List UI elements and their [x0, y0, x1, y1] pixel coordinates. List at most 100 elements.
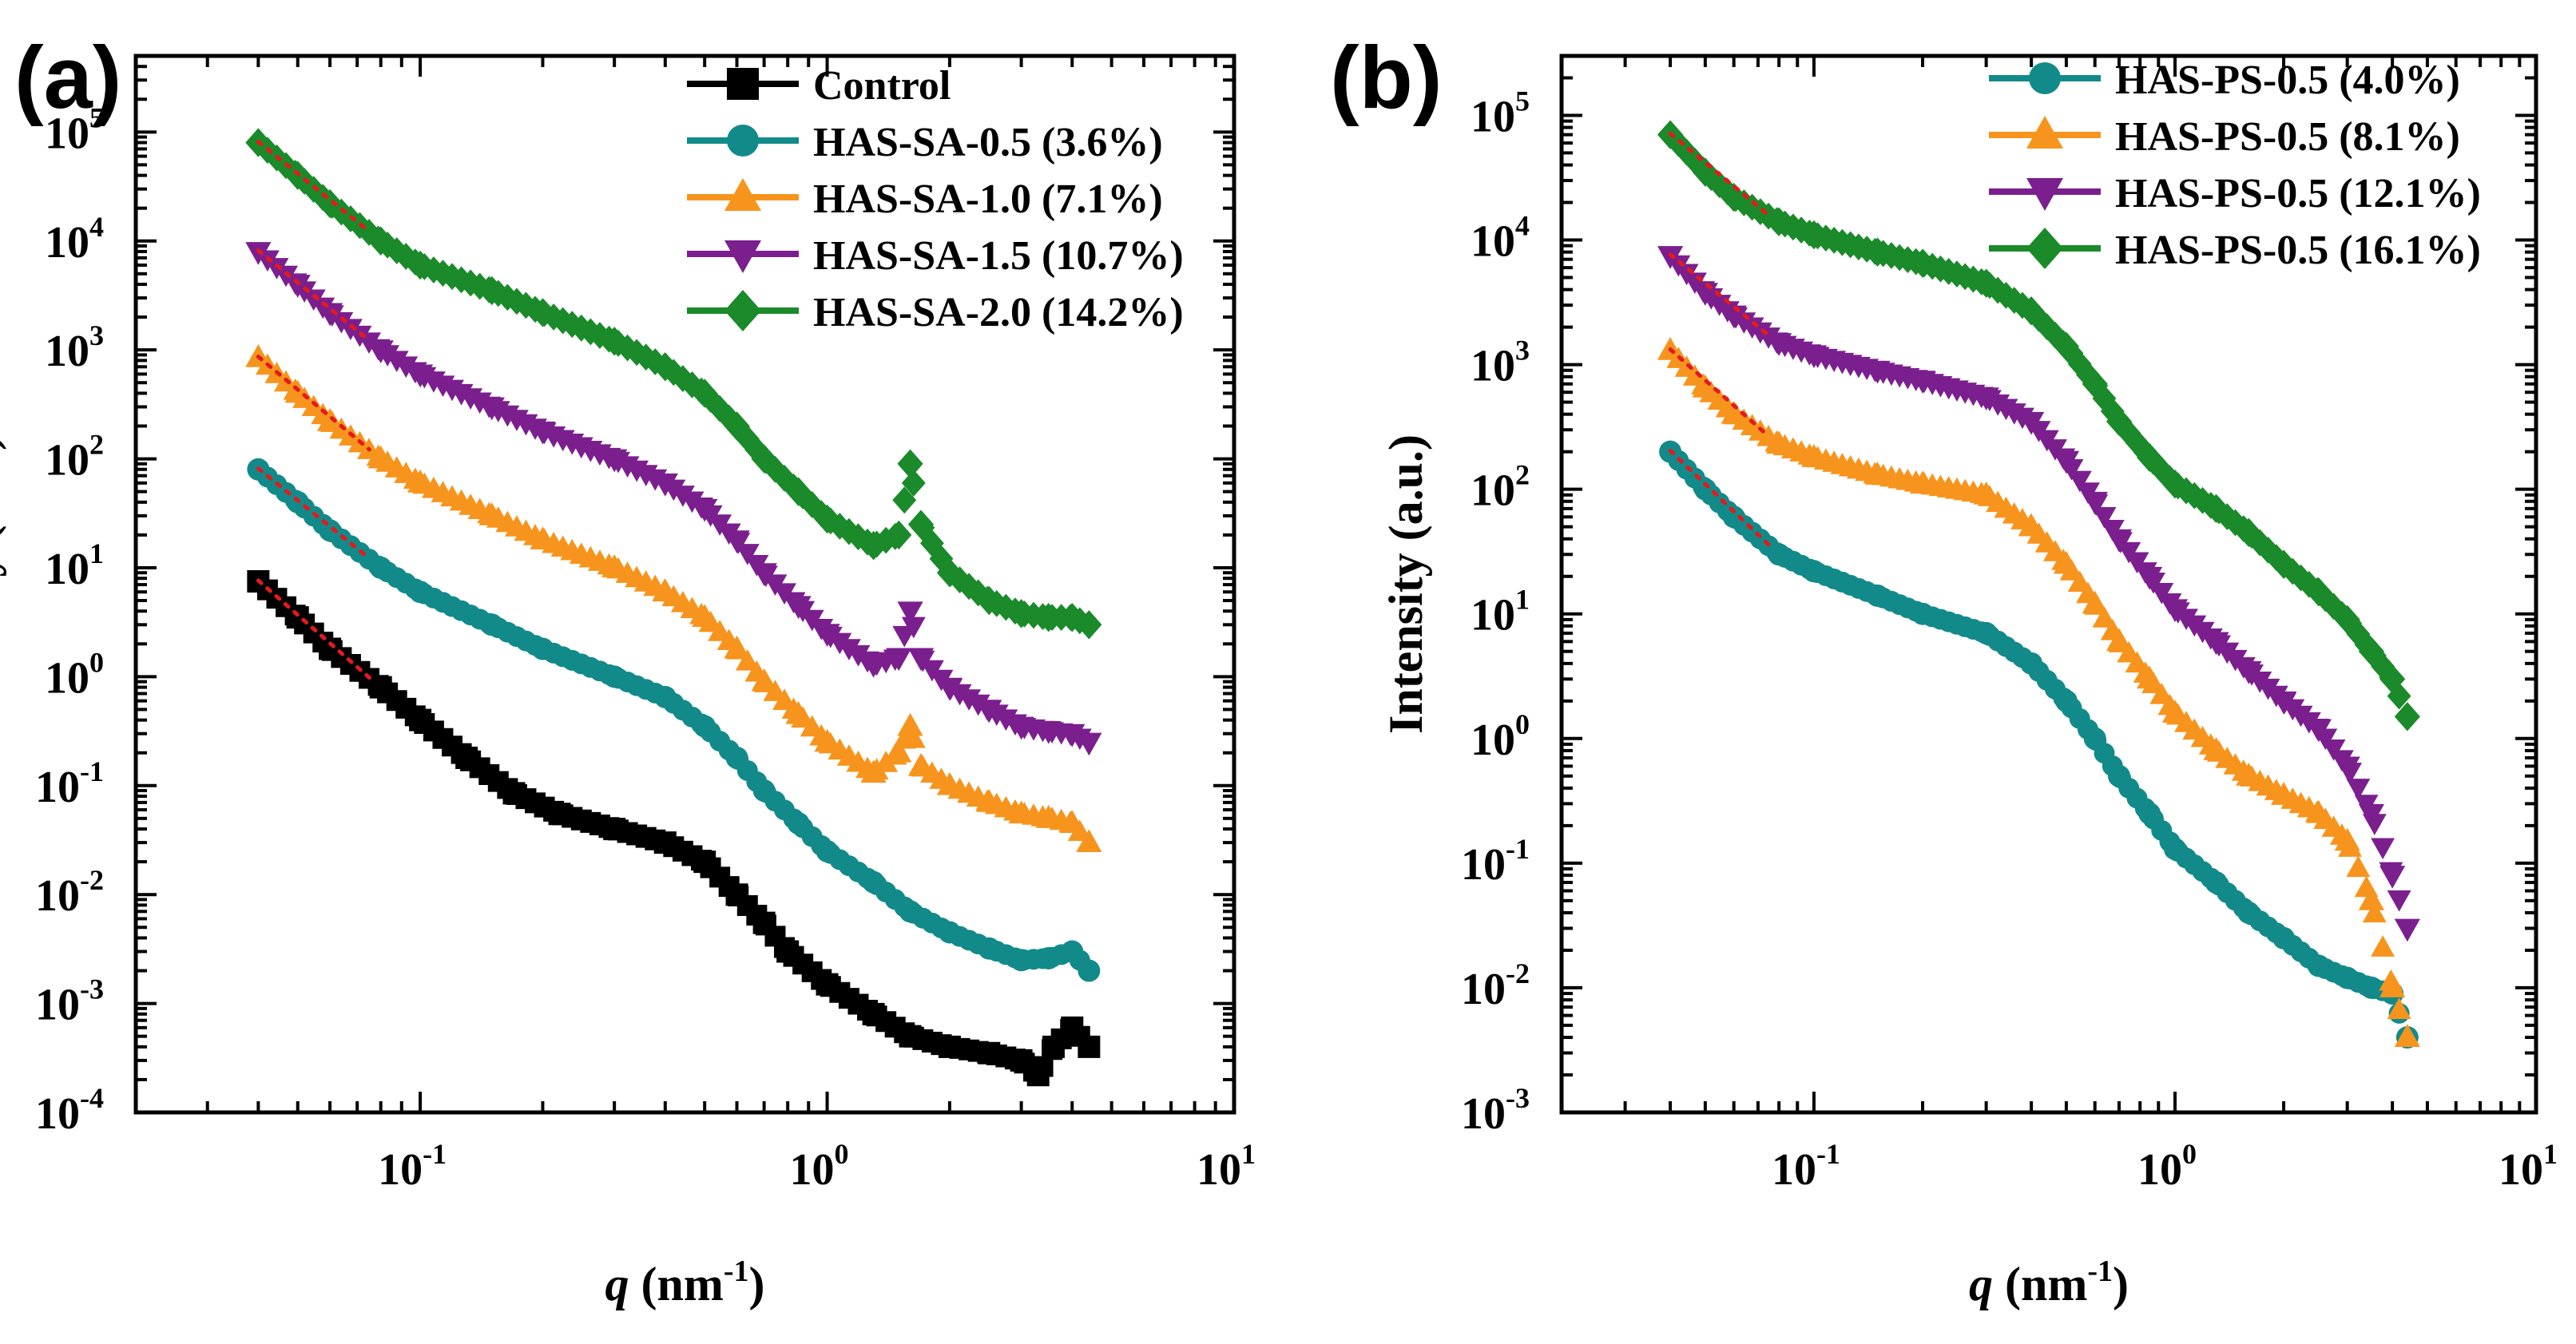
- data-point: [2107, 764, 2130, 787]
- y-tick-exponent: 1: [1515, 584, 1530, 616]
- data-point: [976, 789, 1002, 812]
- data-point: [1078, 959, 1101, 982]
- legend-marker: [2026, 116, 2063, 149]
- data-point: [1986, 276, 2010, 304]
- data-point: [2106, 406, 2133, 436]
- y-tick-exponent: 2: [89, 429, 104, 461]
- data-point: [1866, 584, 1889, 607]
- data-point: [899, 1025, 922, 1048]
- data-point: [2092, 606, 2117, 628]
- data-point: [394, 243, 419, 270]
- data-point: [816, 839, 839, 862]
- data-point: [1692, 157, 1718, 187]
- data-point: [2380, 974, 2406, 997]
- legend-item: Control: [687, 63, 951, 109]
- data-point: [1994, 281, 2018, 309]
- legend-item: HAS-PS-0.5 (12.1%): [1989, 171, 2481, 216]
- data-point: [1975, 621, 1998, 644]
- y-tick-exponent: -1: [1506, 833, 1530, 865]
- data-point: [2106, 529, 2133, 553]
- data-point: [1721, 305, 1747, 329]
- data-point: [478, 502, 505, 525]
- data-point: [653, 685, 677, 708]
- data-point: [2270, 691, 2297, 715]
- data-point: [601, 554, 628, 577]
- data-point: [2076, 361, 2100, 389]
- data-point: [2394, 702, 2420, 731]
- data-point: [652, 578, 678, 602]
- y-tick-exponent: -1: [80, 755, 104, 787]
- legend-label: Control: [813, 63, 951, 109]
- data-point: [862, 1002, 885, 1025]
- data-point: [643, 348, 668, 375]
- y-tick-label: 10-3: [1461, 1082, 1530, 1139]
- series-circle: [247, 458, 1101, 982]
- data-point: [860, 654, 887, 678]
- data-point: [2054, 689, 2078, 712]
- data-point: [1035, 720, 1062, 744]
- data-point: [1721, 182, 1747, 212]
- data-point: [978, 1041, 1001, 1064]
- legend-marker: [724, 290, 761, 331]
- data-point: [1864, 237, 1891, 267]
- data-point: [2387, 997, 2411, 1020]
- y-tick-exponent: -2: [80, 864, 104, 896]
- x-tick-label: 100: [2137, 1138, 2197, 1195]
- x-tick-exponent: -1: [1816, 1138, 1840, 1170]
- data-point: [2270, 782, 2297, 805]
- y-tick-label: 104: [1471, 210, 1530, 267]
- legend-label: HAS-PS-0.5 (16.1%): [2115, 228, 2481, 273]
- fit-line: [256, 355, 371, 452]
- legend-marker: [2029, 62, 2061, 94]
- data-point: [814, 624, 840, 647]
- data-point: [800, 491, 824, 518]
- data-point: [862, 870, 885, 894]
- data-point: [2161, 599, 2189, 623]
- x-tick-exponent: 0: [835, 1138, 849, 1170]
- data-point: [1802, 560, 1825, 583]
- data-point: [1078, 1035, 1101, 1058]
- data-point: [2203, 737, 2229, 760]
- x-axis-label-unit: (nm: [1993, 1258, 2087, 1310]
- data-point: [2358, 636, 2385, 666]
- data-point: [458, 269, 483, 297]
- data-point: [1059, 724, 1086, 747]
- data-point: [1026, 1064, 1050, 1087]
- data-point: [1674, 138, 1699, 166]
- y-tick-exponent: 4: [1515, 210, 1530, 242]
- data-point: [1766, 207, 1792, 236]
- data-point: [2163, 838, 2186, 861]
- data-point: [478, 276, 505, 306]
- y-tick-label: 103: [45, 319, 104, 376]
- series-triangle-down: [245, 242, 1102, 756]
- data-point: [936, 558, 963, 588]
- y-tick-label: 102: [45, 429, 104, 486]
- data-point: [394, 356, 419, 379]
- y-tick-exponent: -4: [80, 1082, 104, 1114]
- data-point: [907, 509, 935, 539]
- y-tick-label: 10-1: [35, 755, 104, 812]
- data-point: [440, 263, 464, 291]
- y-tick-exponent: 5: [1515, 85, 1530, 117]
- x-tick-label: 10-1: [1772, 1138, 1840, 1195]
- data-point: [1042, 1035, 1065, 1058]
- data-point: [316, 303, 343, 327]
- data-point: [1010, 949, 1033, 972]
- data-point: [407, 250, 434, 280]
- data-point: [431, 260, 455, 287]
- data-point: [1008, 599, 1034, 628]
- data-point: [407, 364, 434, 388]
- data-point: [814, 728, 840, 752]
- data-point: [319, 519, 342, 542]
- x-tick-exponent: 0: [2182, 1138, 2197, 1170]
- data-point: [1035, 602, 1062, 632]
- data-point: [2018, 296, 2045, 326]
- data-point: [1010, 1049, 1033, 1072]
- data-point: [2270, 549, 2297, 579]
- data-point: [692, 604, 718, 628]
- y-tick-exponent: -3: [1506, 1082, 1530, 1114]
- data-point: [502, 782, 526, 805]
- data-point: [751, 444, 777, 474]
- data-point: [2205, 871, 2228, 894]
